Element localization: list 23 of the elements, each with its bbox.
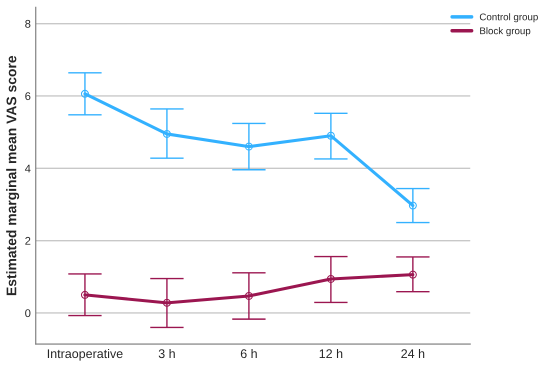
- point: [408, 270, 417, 279]
- point: [244, 142, 253, 151]
- x-tick-label: 12 h: [320, 348, 342, 358]
- y-tick-label: 0: [25, 309, 30, 318]
- point: [326, 132, 335, 140]
- x-tick-label: 6 h: [240, 348, 257, 358]
- point: [80, 290, 89, 299]
- point: [326, 274, 335, 283]
- point: [244, 292, 253, 300]
- point: [408, 202, 417, 210]
- x-tick-label: 24 h: [401, 348, 424, 358]
- y-tick-label: 8: [25, 20, 30, 28]
- legend-label: Block group: [480, 27, 530, 36]
- legend-label: Control group: [480, 13, 538, 22]
- y-axis-title: Estimated marginal mean VAS score: [6, 56, 20, 296]
- y-tick-label: 6: [25, 92, 30, 100]
- point: [162, 298, 171, 307]
- y-tick-label: 4: [24, 164, 31, 172]
- point: [80, 90, 89, 98]
- x-tick-label: 3 h: [158, 348, 175, 358]
- y-tick-label: 2: [25, 236, 30, 245]
- x-tick-label: Intraoperative: [48, 348, 123, 361]
- point: [162, 130, 171, 138]
